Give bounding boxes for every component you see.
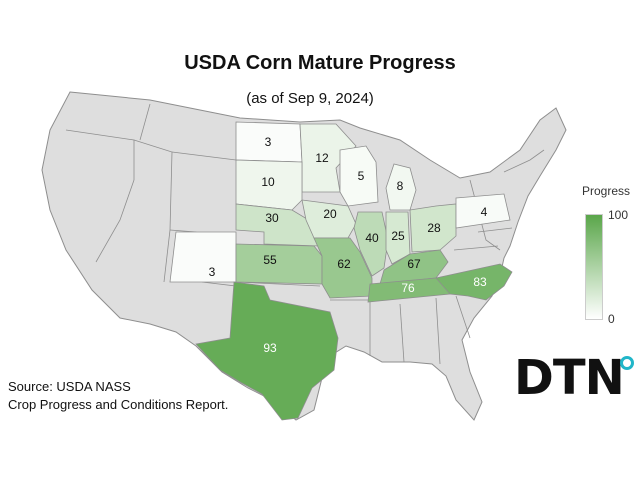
state-layer (169, 121, 513, 421)
value-label-nc: 83 (473, 275, 487, 289)
value-label-tn: 76 (401, 281, 415, 295)
value-label-mn: 12 (315, 151, 329, 165)
state-ks (235, 243, 323, 285)
legend-min-label: 0 (608, 312, 615, 326)
value-label-pa: 4 (481, 205, 488, 219)
logo-dot-icon (620, 356, 634, 370)
value-label-mi: 8 (397, 179, 404, 193)
state-tx (195, 281, 339, 421)
state-pa (455, 193, 511, 229)
map-subtitle: (as of Sep 9, 2024) (246, 90, 374, 107)
value-label-ks: 55 (263, 253, 277, 267)
value-label-wi: 5 (358, 169, 365, 183)
source-note: Source: USDA NASS Crop Progress and Cond… (8, 378, 228, 414)
state-wi (339, 145, 379, 207)
value-label-in: 25 (391, 229, 405, 243)
value-label-nd: 3 (265, 135, 272, 149)
value-label-mo: 62 (337, 257, 351, 271)
state-nc (435, 263, 513, 301)
state-value-labels: 3 12 10 5 8 30 20 40 25 28 4 3 55 62 67 … (209, 135, 488, 355)
state-co (169, 231, 237, 283)
state-in (385, 211, 411, 265)
state-il (353, 211, 389, 277)
map-title: USDA Corn Mature Progress (184, 52, 456, 74)
value-label-tx: 93 (263, 341, 277, 355)
value-label-ia: 20 (323, 207, 337, 221)
value-label-il: 40 (365, 231, 379, 245)
value-label-co: 3 (209, 265, 216, 279)
state-oh (409, 203, 457, 253)
value-label-ky: 67 (407, 257, 421, 271)
value-label-ne: 30 (265, 211, 279, 225)
state-ne (235, 203, 321, 247)
legend-title: Progress (582, 184, 631, 198)
source-line-2: Crop Progress and Conditions Report. (8, 397, 229, 412)
source-line-1: Source: USDA NASS (8, 379, 131, 394)
dtn-logo: DTN (514, 350, 625, 406)
legend-color-bar (585, 214, 603, 320)
state-sd (235, 159, 303, 211)
value-label-sd: 10 (261, 175, 275, 189)
value-label-oh: 28 (427, 221, 441, 235)
legend-max-label: 100 (608, 208, 629, 222)
